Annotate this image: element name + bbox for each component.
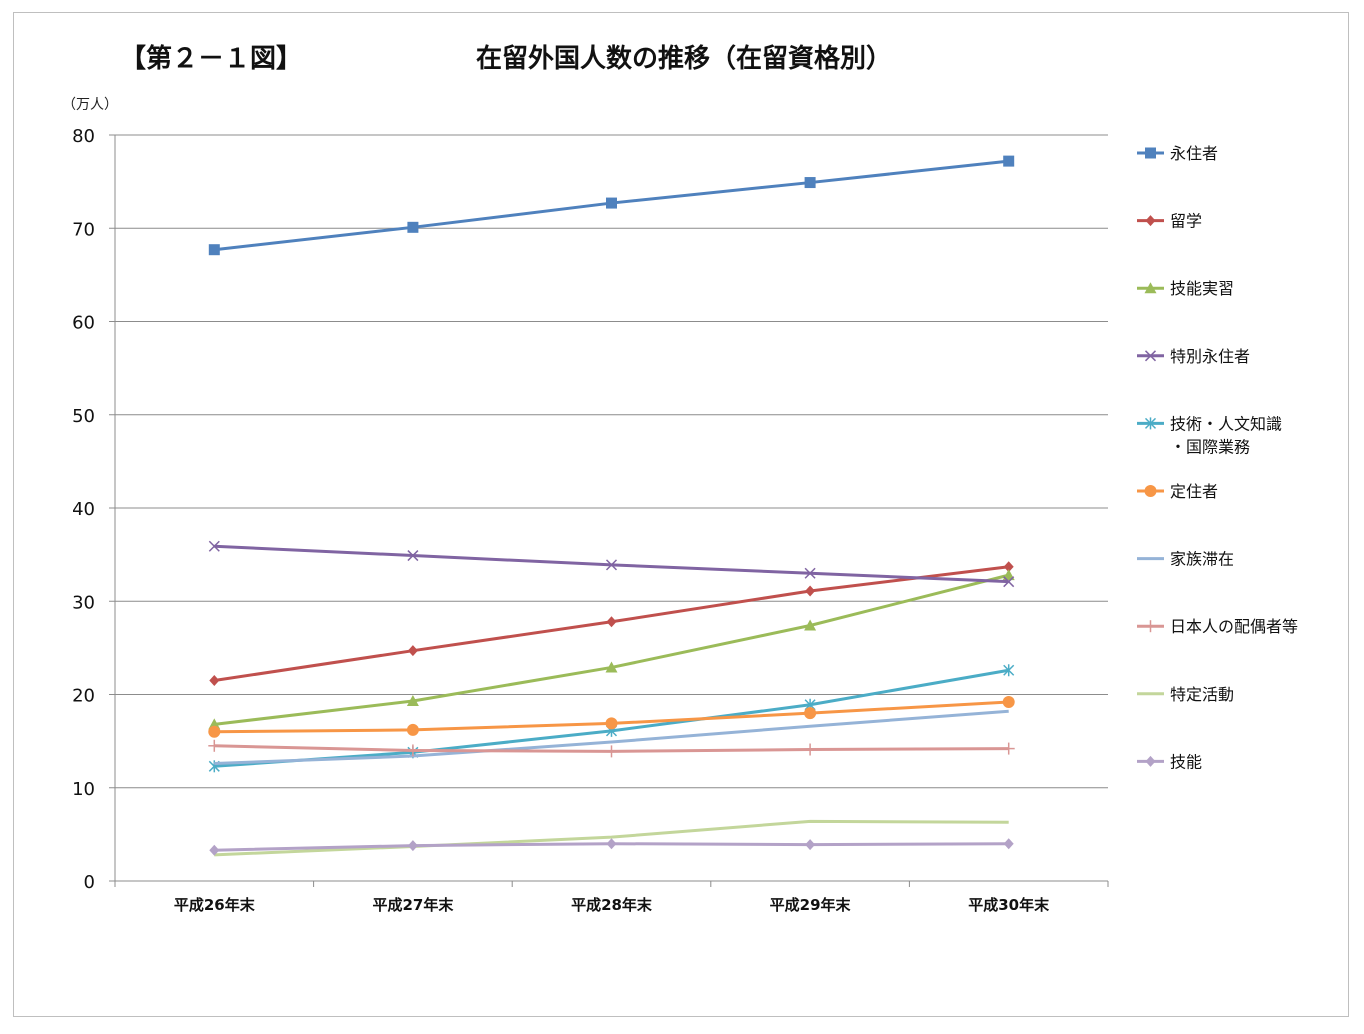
legend-swatch-marker (1144, 350, 1157, 362)
y-tick-label: 20 (72, 686, 95, 707)
series-9 (214, 819, 1009, 857)
legend-entry-4: 特別永住者 (1137, 347, 1250, 366)
legend-label: 技能実習 (1170, 279, 1234, 298)
legend-swatch-marker (1145, 215, 1156, 227)
series-6 (208, 695, 1015, 738)
gridlines (115, 134, 1108, 789)
y-tick-label: 30 (72, 592, 95, 613)
data-point-marker (605, 745, 618, 758)
chart-title: 在留外国人数の推移（在留資格別） (476, 44, 893, 74)
series-10 (209, 838, 1014, 856)
legend-swatch-marker (1145, 755, 1156, 767)
data-point-marker (805, 585, 816, 597)
legend-label: 技術・人文知識 (1170, 414, 1282, 433)
data-point-marker (606, 616, 617, 628)
data-point-marker (209, 844, 220, 856)
legend-swatch-marker (1144, 282, 1157, 294)
legend-swatch-marker (1144, 417, 1157, 430)
series-3 (208, 569, 1015, 730)
legend-entry-2: 留学 (1137, 212, 1202, 231)
x-tick-label: 平成26年末 (174, 896, 256, 914)
y-tick-label: 10 (72, 779, 95, 800)
data-point-marker (605, 559, 618, 571)
series-line (214, 573, 1010, 726)
data-point-marker (1002, 742, 1015, 755)
data-point-marker (406, 744, 419, 757)
series-4 (208, 540, 1015, 588)
legend-label: 留学 (1170, 212, 1202, 231)
data-point-marker (605, 717, 618, 730)
legend-entry-9: 特定活動 (1137, 685, 1234, 704)
y-tick-label: 0 (84, 872, 95, 893)
series-1 (208, 155, 1015, 256)
data-point-marker (407, 221, 419, 233)
x-tick-label: 平成30年末 (968, 896, 1050, 914)
legend: 永住者留学技能実習特別永住者技術・人文知識・国際業務定住者家族滞在日本人の配偶者… (1137, 144, 1298, 771)
data-point-marker (406, 695, 419, 707)
legend-label: 家族滞在 (1170, 550, 1234, 569)
series-7 (214, 709, 1009, 766)
data-point-marker (208, 739, 221, 752)
x-tick-label: 平成29年末 (770, 896, 852, 914)
data-point-marker (407, 645, 418, 657)
data-point-marker (1003, 838, 1014, 850)
data-point-marker (804, 177, 816, 189)
data-point-marker (804, 619, 817, 631)
data-point-marker (804, 567, 816, 579)
legend-label: 永住者 (1170, 144, 1218, 163)
figure-label: 【第２－１図】 (120, 44, 303, 74)
x-tick-label: 平成28年末 (571, 896, 653, 914)
legend-swatch-marker (1144, 485, 1157, 497)
data-point-marker (605, 661, 618, 673)
data-point-marker (208, 718, 221, 730)
data-point-marker (209, 675, 220, 687)
series-line (214, 819, 1009, 857)
data-point-marker (804, 743, 817, 756)
series-8 (208, 739, 1015, 758)
data-point-marker (208, 244, 220, 256)
legend-entry-3: 技能実習 (1137, 279, 1234, 298)
legend-label: 技能 (1170, 752, 1202, 771)
data-point-marker (407, 840, 418, 852)
y-tick-label: 50 (72, 406, 95, 427)
legend-entry-7: 家族滞在 (1137, 550, 1234, 569)
legend-swatch-marker (1144, 620, 1157, 633)
x-tick-label: 平成27年末 (372, 896, 454, 914)
data-point-marker (1003, 561, 1014, 573)
legend-label: 特別永住者 (1170, 347, 1250, 366)
y-tick-label: 80 (72, 126, 95, 147)
axes: 0 10 20 30 40 50 60 70 80 平成26年末 平成27年末 平成28年末 平成29年… (72, 126, 1109, 914)
legend-label: 日本人の配偶者等 (1170, 617, 1298, 636)
legend-label: 特定活動 (1170, 685, 1234, 704)
series-line (214, 709, 1009, 766)
data-point-marker (1002, 569, 1015, 581)
y-tick-label: 60 (72, 313, 95, 334)
legend-label: ・国際業務 (1170, 437, 1250, 456)
legend-entry-1: 永住者 (1137, 144, 1218, 163)
data-point-marker (407, 550, 419, 562)
y-axis-unit-label: （万人） (62, 97, 118, 113)
legend-entry-8: 日本人の配偶者等 (1137, 617, 1298, 636)
data-point-marker (406, 723, 419, 736)
data-point-marker (1003, 576, 1015, 588)
series-2 (209, 561, 1014, 687)
legend-entry-5: 技術・人文知識・国際業務 (1137, 414, 1282, 456)
data-point-marker (208, 725, 221, 738)
legend-label: 定住者 (1170, 482, 1218, 501)
data-point-marker (1003, 664, 1015, 677)
data-point-marker (804, 707, 817, 720)
data-point-marker (606, 838, 617, 850)
legend-entry-6: 定住者 (1137, 482, 1218, 501)
data-point-marker (1002, 695, 1015, 708)
legend-entry-10: 技能 (1137, 752, 1202, 771)
legend-swatch-marker (1145, 147, 1156, 159)
data-point-marker (606, 197, 617, 209)
series-lines (208, 155, 1015, 857)
data-point-marker (805, 839, 816, 851)
data-point-marker (1003, 155, 1015, 167)
y-tick-label: 70 (72, 219, 95, 240)
data-point-marker (208, 540, 220, 552)
y-tick-label: 40 (72, 499, 95, 520)
